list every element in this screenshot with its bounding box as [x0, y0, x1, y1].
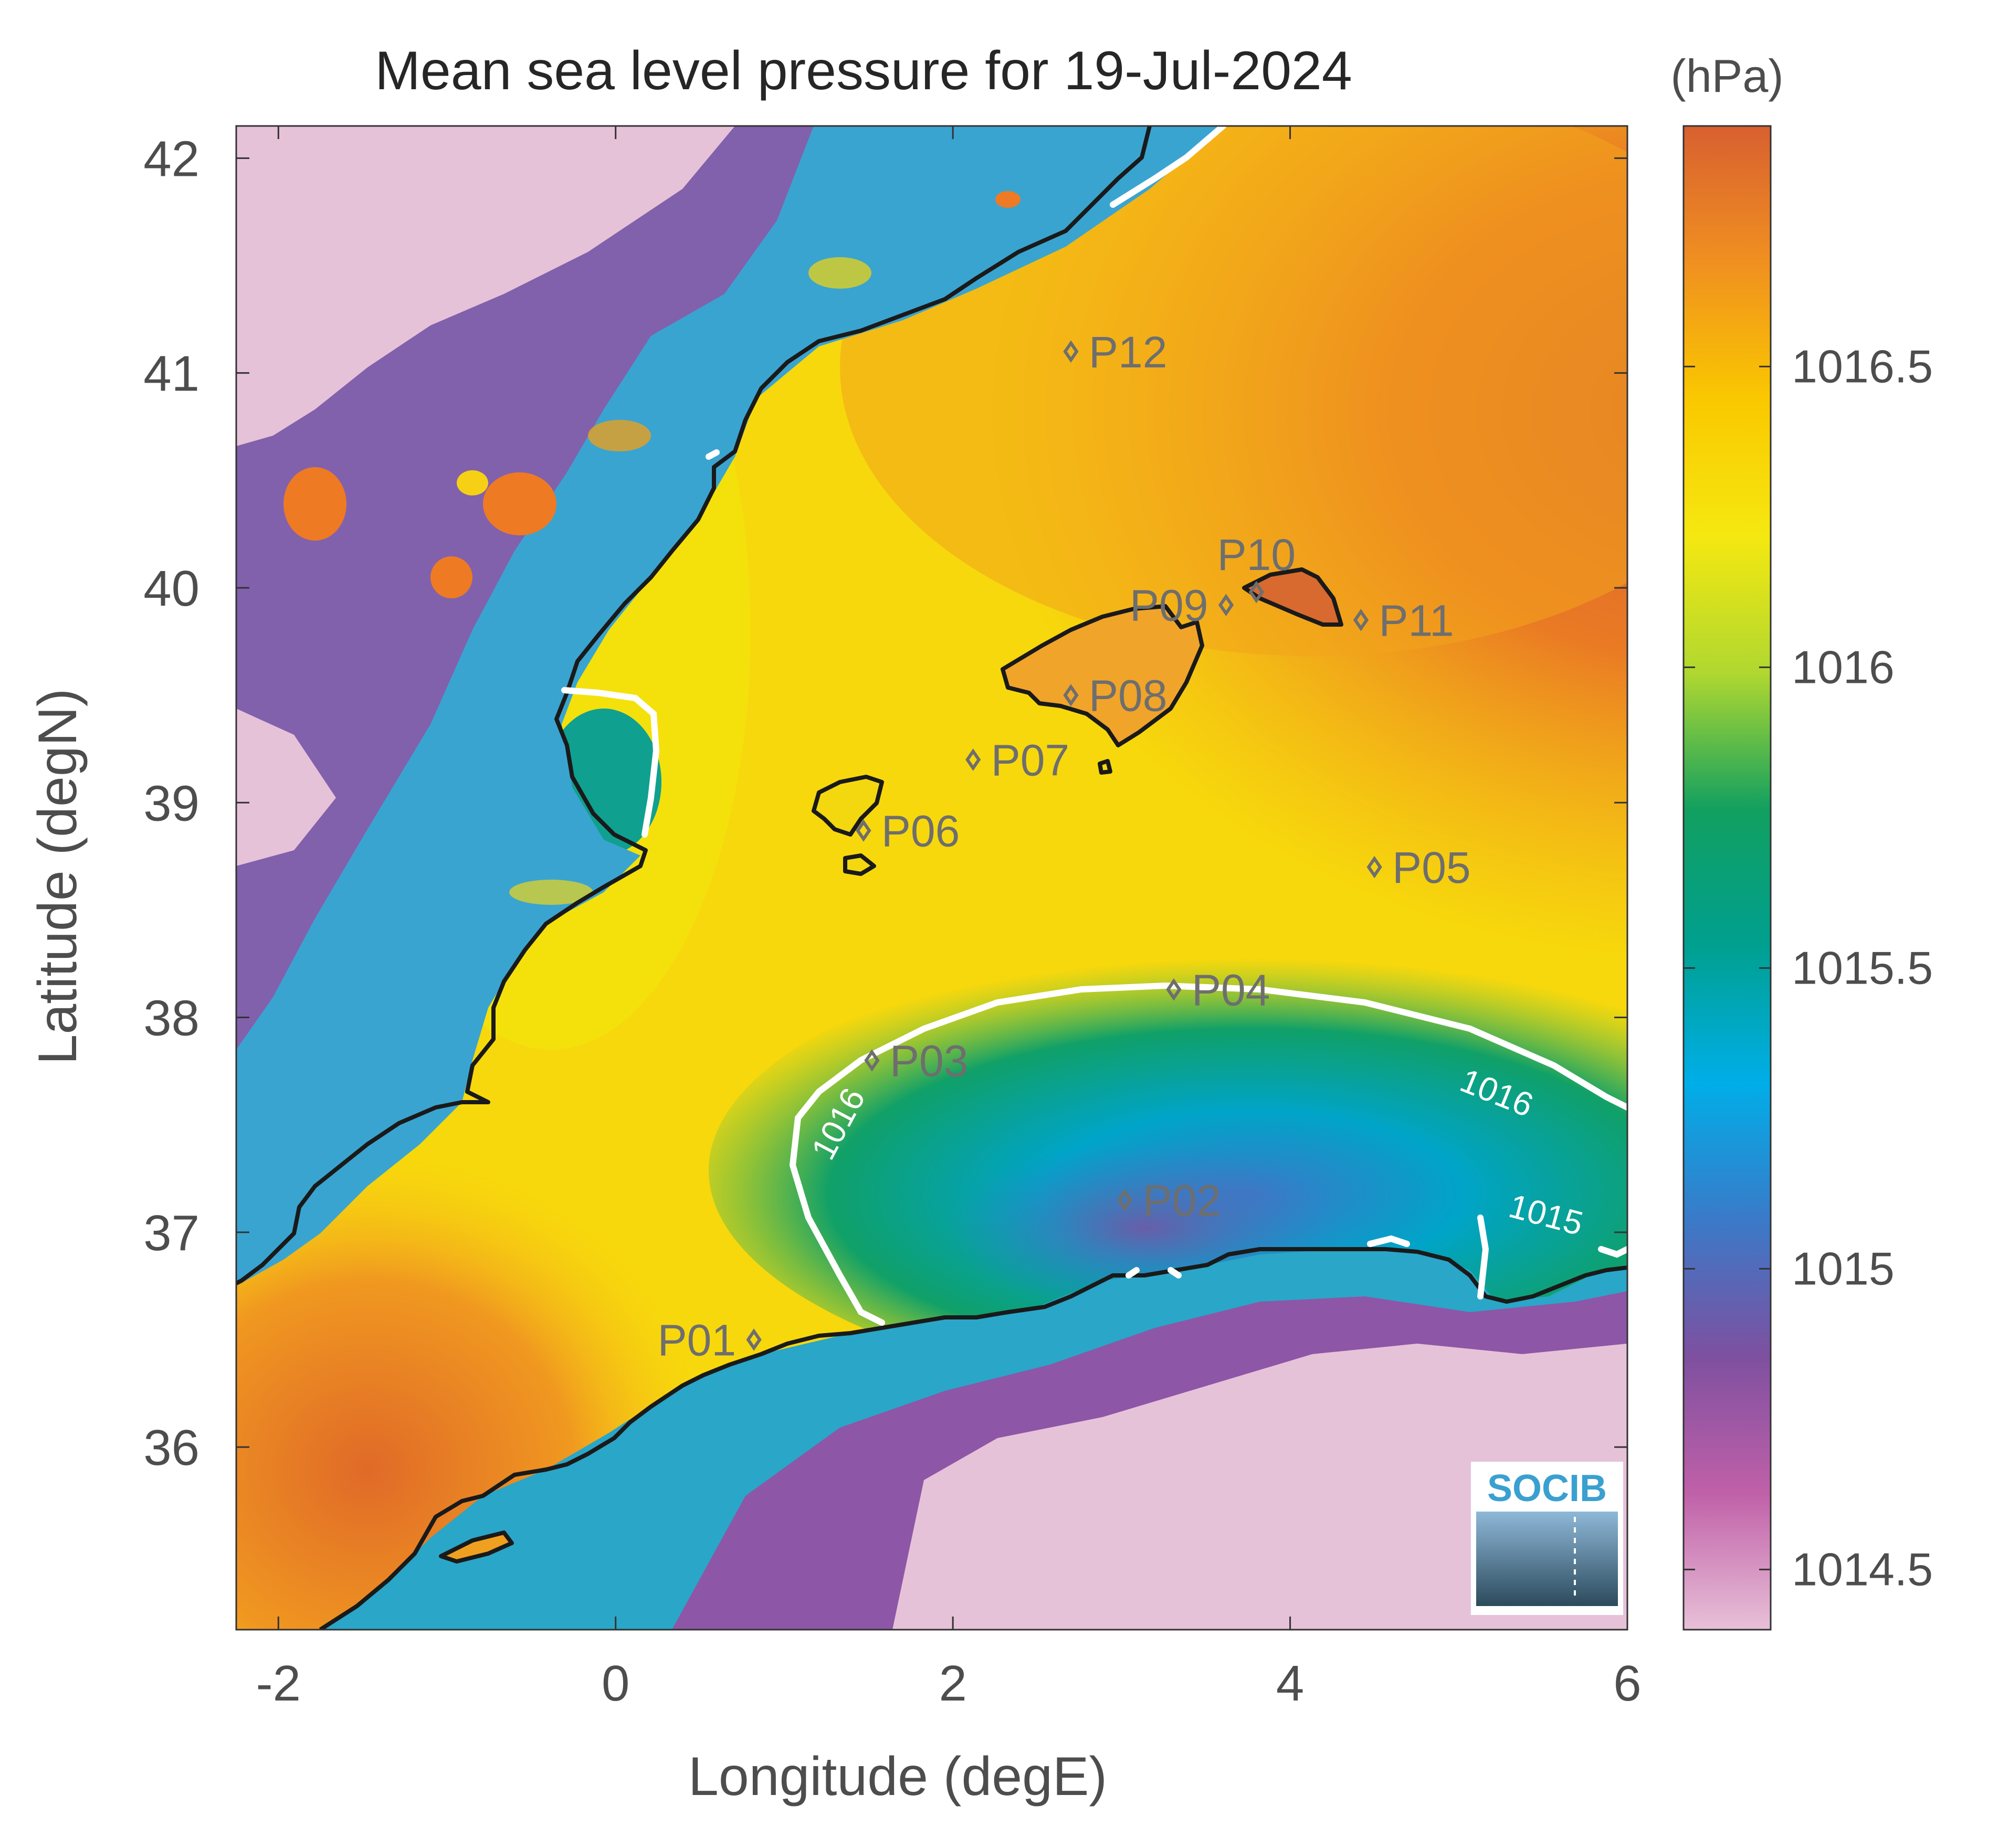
x-tick-label: 4 [1276, 1655, 1304, 1712]
isobar-1016-gibraltar [706, 449, 720, 460]
station-marker-icon [1218, 594, 1234, 617]
colorbar-tick-label: 1015.5 [1792, 942, 1933, 994]
x-axis-label: Longitude (degE) [688, 1746, 1107, 1807]
station-marker-icon [1063, 684, 1079, 706]
station-label: P11 [1379, 596, 1454, 645]
y-tick-label: 39 [143, 775, 199, 831]
map-axes-frame [235, 125, 1628, 1631]
iberia-meseta-land [236, 126, 735, 446]
station-label: P02 [1143, 1176, 1221, 1225]
isobar-1016-valencia [561, 687, 660, 838]
socib-logo: SOCIB [1471, 1462, 1623, 1615]
iberia-south-land [236, 709, 336, 866]
cabrera-coastline [1098, 759, 1112, 775]
land-areas [236, 126, 1627, 1630]
ibiza-island [814, 777, 882, 835]
y-axis-ticks: 36 37 38 39 40 41 42 [143, 131, 1627, 1476]
station-label: P08 [1089, 671, 1167, 721]
colorbar-tick-label: 1016 [1792, 641, 1895, 693]
logo-text: SOCIB [1487, 1467, 1607, 1509]
isobar-1016-south-tick [1126, 1267, 1140, 1279]
station-p06: P06 [856, 806, 960, 856]
isobar-1016-north [1110, 126, 1226, 208]
africa-desert-land [892, 1344, 1627, 1630]
x-tick-label: 2 [939, 1655, 966, 1712]
logo-gradient-panel [1476, 1512, 1618, 1606]
station-marker-icon [1353, 609, 1369, 631]
isobar-1016-south-tick-2 [1167, 1267, 1182, 1279]
formentera-coastline [843, 853, 876, 876]
land-heat-spots [283, 191, 1021, 905]
station-p07: P07 [965, 735, 1069, 785]
station-p09: P09 [1130, 581, 1234, 630]
station-p08: P08 [1063, 671, 1167, 721]
y-axis-label: Latitude (degN) [27, 689, 88, 1065]
colorbar-units: (hPa) [1670, 50, 1783, 102]
station-label: P04 [1192, 965, 1270, 1015]
station-marker-icon [1166, 978, 1182, 1001]
station-p05: P05 [1366, 843, 1471, 892]
colorbar-tick-label: 1016.5 [1792, 340, 1933, 392]
y-tick-label: 38 [143, 990, 199, 1047]
ibiza-coastline [812, 775, 884, 837]
station-p11: P11 [1353, 596, 1454, 645]
station-label: P10 [1217, 530, 1296, 579]
x-tick-label: -2 [256, 1655, 301, 1712]
station-label: P05 [1392, 843, 1470, 892]
station-marker-icon [1248, 580, 1264, 604]
station-marker-icon [965, 748, 981, 771]
x-axis-ticks: -2 0 2 4 6 [256, 126, 1642, 1712]
isobar-1015-south [1367, 1235, 1410, 1247]
isobar-1016-trough [789, 982, 1627, 1326]
menorca-coastline [1242, 567, 1343, 627]
colorbar-tick-label: 1014.5 [1792, 1543, 1933, 1595]
station-p10: P10 [1217, 530, 1296, 604]
y-tick-label: 37 [143, 1205, 199, 1261]
station-label: P03 [890, 1036, 968, 1085]
station-marker-icon [864, 1049, 880, 1072]
station-label: P07 [991, 735, 1069, 785]
africa-coastline [319, 1247, 1627, 1630]
station-label: P12 [1089, 328, 1167, 377]
alboran-island [441, 1533, 512, 1561]
isobar-contours [561, 126, 1627, 1326]
station-label: P09 [1130, 581, 1208, 630]
colorbar: (hPa) 1014.5 1015 1015.5 1016 1016.5 [1670, 50, 1933, 1631]
isobar-1015-east-2 [1598, 1246, 1627, 1258]
isobar-1015-east [1477, 1215, 1489, 1300]
coastlines [236, 126, 1627, 1630]
mallorca-coastline [1001, 604, 1204, 747]
x-tick-label: 0 [602, 1655, 629, 1712]
map-title: Mean sea level pressure for 19-Jul-2024 [375, 40, 1352, 101]
station-label: P06 [881, 806, 960, 856]
alboran-coastline [439, 1530, 514, 1564]
y-tick-label: 41 [143, 346, 199, 402]
y-tick-label: 42 [143, 131, 199, 187]
colorbar-tick-label: 1015 [1792, 1242, 1895, 1294]
x-tick-label: 6 [1613, 1655, 1641, 1712]
station-label: P01 [658, 1315, 736, 1365]
y-tick-label: 36 [143, 1420, 199, 1476]
colorbar-scale [1682, 125, 1772, 1631]
station-p12: P12 [1063, 328, 1167, 377]
iberia-coastline [236, 126, 1152, 1285]
colorbar-ticks: 1014.5 1015 1015.5 1016 1016.5 [1684, 340, 1933, 1595]
station-marker-icon [856, 819, 871, 842]
station-p01: P01 [658, 1315, 762, 1365]
station-marker-icon [1063, 340, 1079, 363]
station-marker-icon [1117, 1189, 1133, 1211]
menorca-island [1244, 569, 1341, 625]
station-marker-icon [746, 1328, 762, 1351]
station-p03: P03 [864, 1036, 968, 1085]
station-marker-icon [1366, 856, 1382, 879]
y-tick-label: 40 [143, 561, 199, 617]
station-p04: P04 [1166, 965, 1270, 1015]
station-p02: P02 [1117, 1176, 1221, 1225]
